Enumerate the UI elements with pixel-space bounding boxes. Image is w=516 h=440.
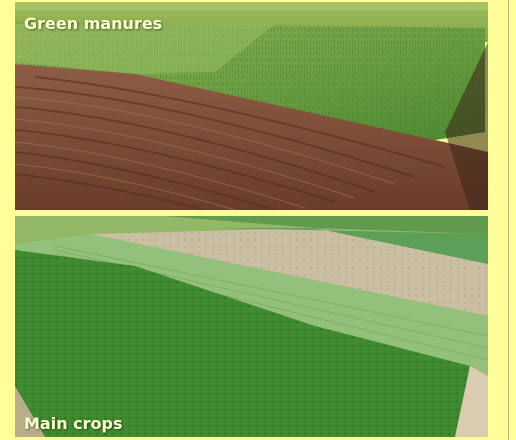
panel-caption-green-manures: Green manures bbox=[24, 14, 163, 33]
green-manures-photo: Green manures bbox=[15, 2, 488, 210]
main-crops-field-image bbox=[15, 216, 488, 437]
panel-caption-main-crops: Main crops bbox=[24, 414, 123, 433]
green-manures-field-image bbox=[15, 2, 488, 210]
frame-edge-line bbox=[508, 0, 509, 440]
main-crops-photo: Main crops bbox=[15, 216, 488, 437]
